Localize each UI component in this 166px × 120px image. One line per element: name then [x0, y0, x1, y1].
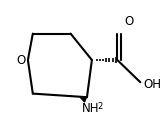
Text: O: O [124, 15, 133, 28]
Text: 2: 2 [98, 102, 103, 111]
Text: OH: OH [144, 78, 162, 90]
Text: O: O [17, 54, 26, 66]
Text: NH: NH [82, 102, 100, 114]
